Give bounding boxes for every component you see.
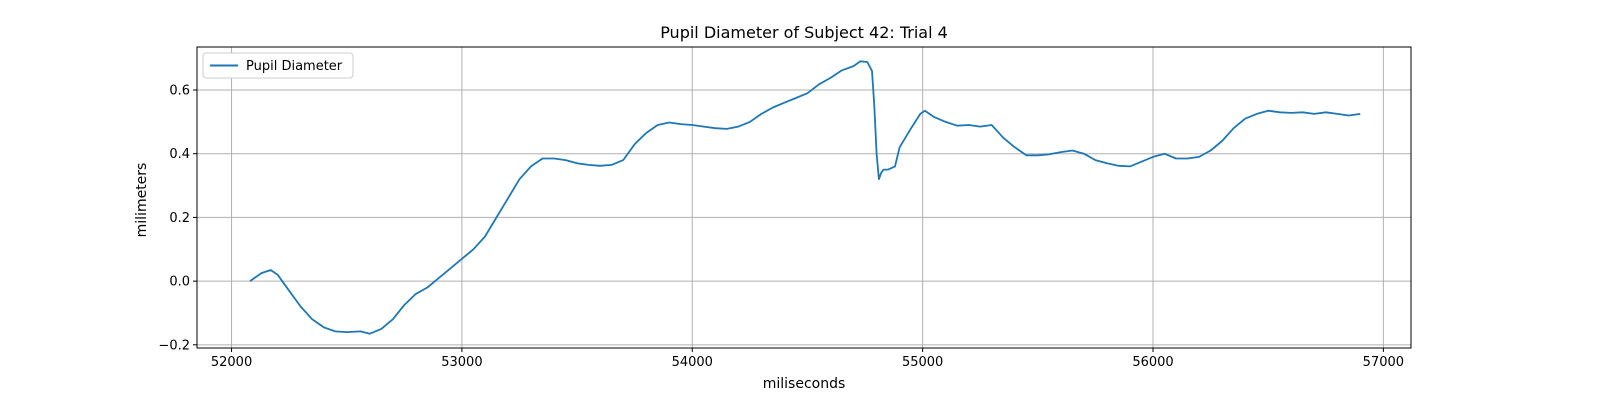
legend: Pupil Diameter bbox=[202, 52, 354, 79]
x-axis-label: miliseconds bbox=[763, 376, 846, 392]
y-tick-label: 0.2 bbox=[169, 211, 190, 226]
y-tick-label: 0.4 bbox=[169, 147, 190, 162]
y-tick-label: 0.6 bbox=[169, 84, 190, 99]
x-tick-label: 56000 bbox=[1132, 355, 1173, 370]
y-axis-label: milimeters bbox=[134, 163, 150, 238]
y-tick-label: −0.2 bbox=[158, 338, 190, 353]
legend-box bbox=[202, 52, 354, 79]
x-tick-label: 53000 bbox=[441, 355, 482, 370]
legend-label-pupil-diameter: Pupil Diameter bbox=[246, 59, 343, 74]
x-tick-label: 52000 bbox=[211, 355, 252, 370]
x-tick-label: 54000 bbox=[672, 355, 713, 370]
grid-layer bbox=[197, 47, 1411, 348]
axis-ticks: 52000 53000 54000 55000 56000 57000 −0.2 0.0 0.2… bbox=[158, 84, 1404, 371]
y-tick-label: 0.0 bbox=[169, 275, 190, 290]
plot-area-frame bbox=[196, 46, 1412, 349]
chart-title: Pupil Diameter of Subject 42: Trial 4 bbox=[660, 23, 948, 42]
series-line-pupil-diameter bbox=[249, 60, 1361, 335]
x-tick-label: 57000 bbox=[1363, 355, 1404, 370]
x-tick-label: 55000 bbox=[902, 355, 943, 370]
